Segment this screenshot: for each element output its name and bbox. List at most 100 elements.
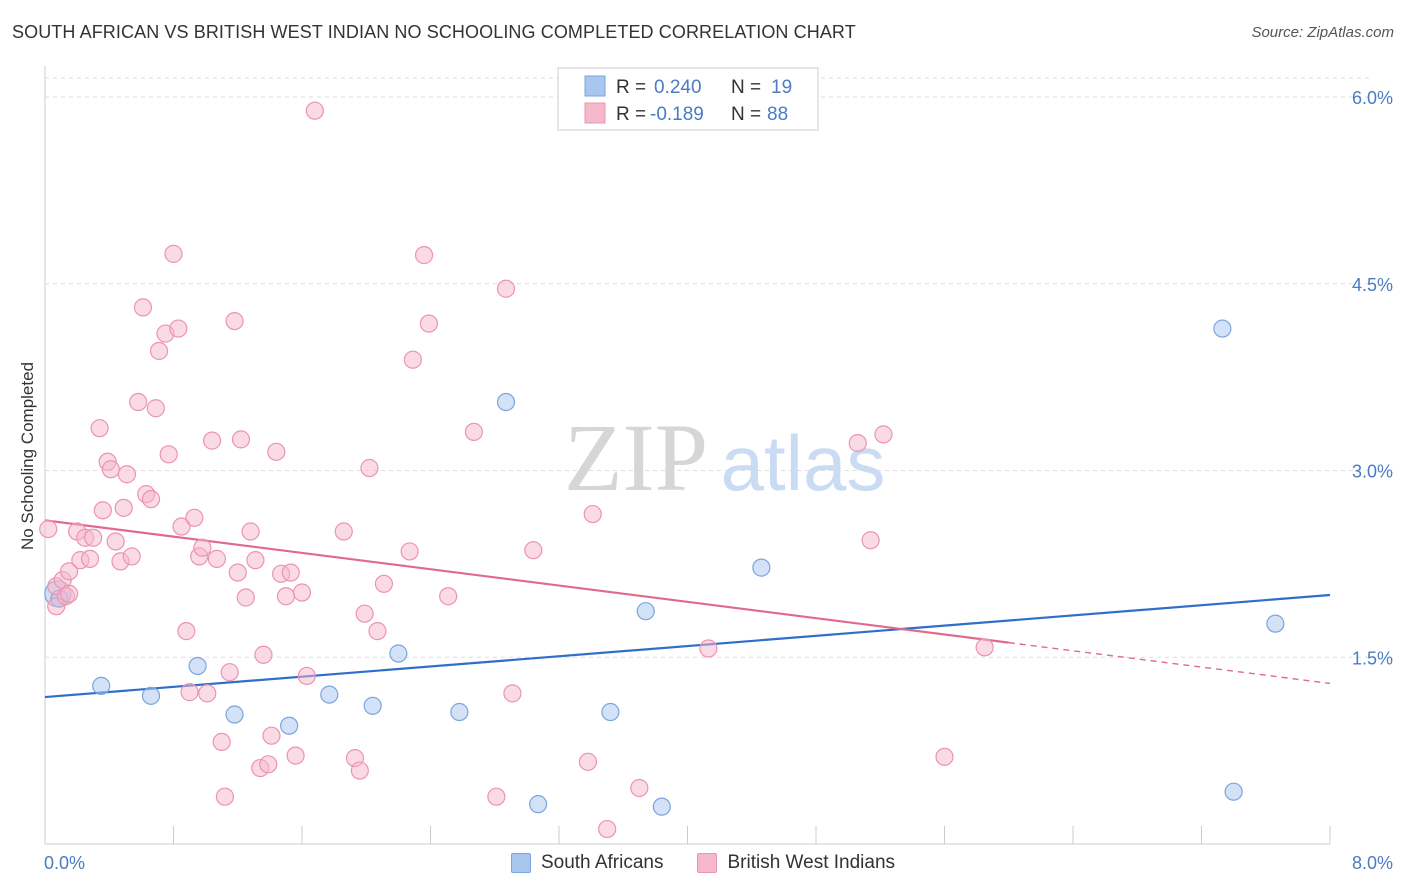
point-south-african-5: [225, 705, 244, 724]
point-british-west-indian-15: [101, 460, 120, 479]
point-british-west-indian-76: [503, 684, 522, 703]
point-british-west-indian-86: [935, 747, 954, 766]
point-british-west-indian-33: [180, 683, 199, 702]
point-british-west-indian-83: [848, 434, 867, 453]
point-british-west-indian-29: [164, 244, 183, 263]
stats-r-value-pink: -0.189: [650, 104, 704, 125]
point-british-west-indian-40: [212, 732, 231, 752]
stats-n-value-pink: 88: [767, 104, 788, 125]
gridlines: [45, 77, 1370, 658]
point-british-west-indian-84: [861, 531, 880, 550]
point-british-west-indian-60: [305, 101, 324, 120]
y-tick-label-0: 1.5%: [1352, 648, 1393, 668]
y-tick-label-2: 4.5%: [1352, 275, 1393, 295]
point-british-west-indian-16: [106, 532, 125, 551]
point-south-african-3: [141, 686, 161, 705]
trendline-british-west-indians-extension: [1008, 641, 1331, 685]
point-british-west-indian-65: [360, 458, 379, 478]
point-british-west-indian-13: [93, 501, 112, 520]
y-tick-label-3: 6.0%: [1352, 88, 1393, 108]
point-british-west-indian-30: [169, 319, 188, 338]
point-british-west-indian-18: [114, 498, 133, 517]
point-british-west-indian-11: [84, 528, 103, 547]
chart-title: SOUTH AFRICAN VS BRITISH WEST INDIAN NO …: [12, 22, 856, 42]
point-south-african-9: [389, 644, 408, 663]
point-british-west-indian-47: [241, 522, 260, 541]
point-british-west-indian-38: [202, 431, 222, 450]
stats-r-label-blue: R =: [616, 77, 646, 98]
axes: [44, 66, 1331, 845]
point-south-african-6: [280, 716, 299, 735]
point-british-west-indian-42: [220, 663, 239, 682]
data-points: [39, 101, 1285, 839]
tick-labels: 1.5% 3.0% 4.5% 6.0% 0.0% 8.0%: [44, 88, 1393, 873]
stats-n-label-pink: N =: [731, 104, 761, 125]
point-british-west-indian-6: [59, 562, 79, 581]
point-british-west-indian-66: [368, 622, 387, 641]
point-british-west-indian-72: [439, 587, 458, 606]
point-south-african-14: [636, 602, 655, 621]
point-british-west-indian-41: [215, 787, 234, 806]
point-british-west-indian-80: [598, 819, 617, 839]
point-british-west-indian-12: [90, 419, 109, 438]
point-british-west-indian-71: [419, 314, 438, 333]
point-british-west-indian-73: [464, 422, 483, 442]
point-british-west-indian-28: [159, 445, 178, 464]
point-british-west-indian-57: [286, 746, 305, 765]
point-south-african-12: [529, 795, 548, 814]
legend-label-british-west-indians: British West Indians: [727, 852, 896, 873]
point-british-west-indian-5: [59, 584, 79, 603]
stats-swatch-pink: [584, 102, 606, 124]
stats-r-label-pink: R =: [616, 104, 646, 125]
point-british-west-indian-48: [246, 551, 265, 570]
stats-r-value-blue: 0.240: [654, 77, 702, 98]
point-south-african-19: [1266, 614, 1285, 633]
point-british-west-indian-58: [292, 583, 312, 602]
trendline-south-africans: [44, 593, 1331, 699]
point-south-african-17: [1213, 319, 1232, 338]
point-british-west-indian-0: [39, 519, 58, 539]
watermark: ZIP atlas: [564, 404, 885, 511]
source-label: Source: ZipAtlas.com: [1251, 24, 1394, 41]
point-south-african-18: [1224, 782, 1243, 801]
point-british-west-indian-53: [267, 442, 286, 461]
x-tick-label-1: 8.0%: [1352, 853, 1393, 873]
point-british-west-indian-87: [975, 638, 994, 657]
point-british-west-indian-26: [149, 341, 169, 361]
stats-n-value-blue: 19: [771, 77, 792, 98]
legend-label-south-africans: South Africans: [540, 852, 664, 873]
point-british-west-indian-70: [414, 246, 434, 265]
watermark-atlas: atlas: [721, 419, 886, 507]
point-british-west-indian-25: [146, 399, 165, 418]
point-south-african-4: [188, 656, 207, 676]
legend-swatch-pink: [697, 853, 718, 873]
point-south-african-7: [320, 685, 339, 704]
point-south-african-11: [496, 392, 516, 412]
point-british-west-indian-44: [228, 563, 247, 582]
point-british-west-indian-24: [141, 490, 161, 509]
watermark-zip: ZIP: [564, 404, 708, 511]
point-british-west-indian-78: [578, 752, 598, 771]
point-british-west-indian-59: [297, 666, 316, 686]
point-british-west-indian-46: [236, 588, 255, 607]
point-british-west-indian-20: [122, 547, 141, 566]
point-british-west-indian-45: [231, 430, 251, 449]
point-british-west-indian-32: [177, 622, 196, 641]
point-south-african-8: [363, 696, 382, 715]
point-south-african-2: [92, 676, 111, 695]
legend-swatch-blue: [510, 853, 531, 873]
point-british-west-indian-22: [133, 298, 153, 317]
point-south-african-13: [601, 702, 620, 722]
point-british-west-indian-61: [334, 522, 353, 541]
point-british-west-indian-67: [374, 574, 394, 593]
point-british-west-indian-79: [583, 504, 602, 524]
legend-item-south-africans[interactable]: South Africans: [510, 852, 664, 874]
point-british-west-indian-81: [630, 778, 649, 798]
series-legend: South Africans British West Indians: [0, 852, 1406, 874]
point-british-west-indian-74: [487, 787, 506, 806]
stats-n-label-blue: N =: [731, 77, 761, 98]
legend-item-british-west-indians[interactable]: British West Indians: [697, 852, 895, 874]
point-british-west-indian-36: [193, 538, 212, 557]
point-british-west-indian-56: [281, 563, 300, 582]
